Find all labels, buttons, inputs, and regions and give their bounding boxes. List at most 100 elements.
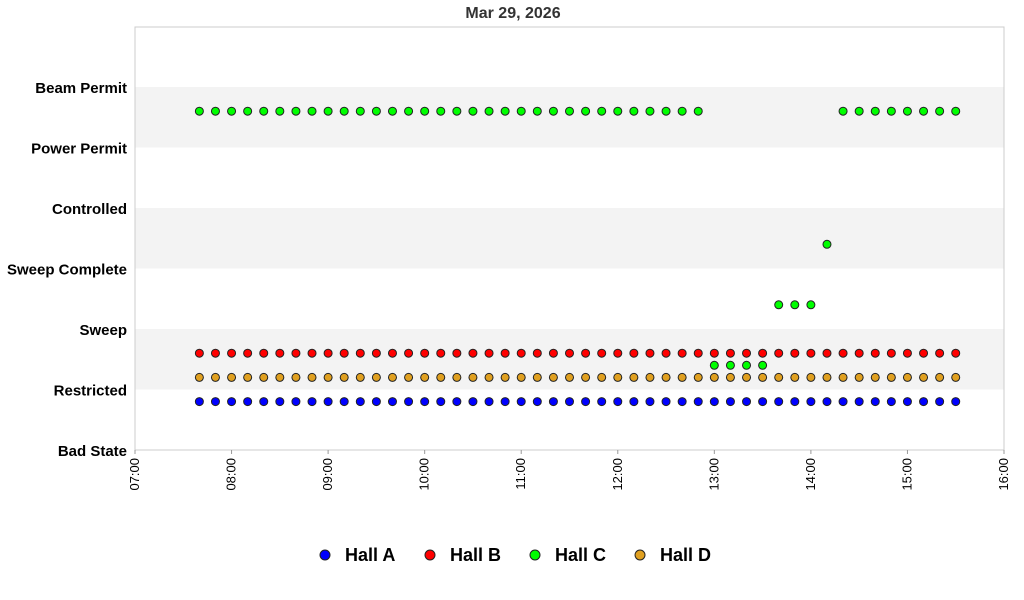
data-point <box>854 348 864 358</box>
data-point <box>227 372 237 382</box>
data-point <box>597 397 607 407</box>
data-point <box>742 360 752 370</box>
data-point <box>210 372 220 382</box>
data-point <box>194 397 204 407</box>
data-point <box>194 106 204 116</box>
data-points <box>194 106 961 407</box>
data-point <box>613 397 623 407</box>
data-point <box>661 106 671 116</box>
data-point <box>693 372 703 382</box>
data-point <box>565 397 574 407</box>
data-point <box>725 348 735 358</box>
y-label: Sweep Complete <box>7 262 127 279</box>
data-point <box>468 397 478 407</box>
data-point <box>774 372 784 382</box>
y-label: Bad State <box>58 443 127 460</box>
data-point <box>259 106 269 116</box>
data-point <box>484 372 494 382</box>
data-point <box>371 372 381 382</box>
data-point <box>307 106 317 116</box>
data-point <box>581 372 591 382</box>
data-point <box>243 372 253 382</box>
data-point <box>838 106 848 116</box>
data-point <box>548 106 558 116</box>
data-point <box>854 106 864 116</box>
data-point <box>870 372 880 382</box>
data-point <box>339 372 349 382</box>
data-point <box>259 372 269 382</box>
data-point <box>532 372 542 382</box>
data-point <box>210 106 220 116</box>
data-point <box>371 348 381 358</box>
data-point <box>565 106 574 116</box>
data-point <box>677 372 687 382</box>
data-point <box>404 348 414 358</box>
data-point <box>902 348 912 358</box>
data-point <box>790 300 800 310</box>
data-point <box>581 397 591 407</box>
data-point <box>806 397 816 407</box>
data-point <box>355 372 365 382</box>
data-point <box>613 372 623 382</box>
band-6 <box>135 27 1004 87</box>
data-point <box>484 106 494 116</box>
data-point <box>259 348 269 358</box>
chart-title: Mar 29, 2026 <box>465 5 560 22</box>
data-point <box>919 397 929 407</box>
x-tick-label: 10:00 <box>417 458 432 491</box>
data-point <box>210 348 220 358</box>
data-point <box>822 372 832 382</box>
x-tick-label: 09:00 <box>320 458 335 491</box>
data-point <box>935 106 945 116</box>
data-point <box>581 348 591 358</box>
x-tick-label: 14:00 <box>803 458 818 491</box>
data-point <box>323 348 333 358</box>
data-point <box>291 106 301 116</box>
x-tick-label: 13:00 <box>706 458 721 491</box>
data-point <box>790 372 800 382</box>
data-point <box>838 397 848 407</box>
data-point <box>371 106 381 116</box>
data-point <box>645 372 655 382</box>
data-point <box>532 348 542 358</box>
data-point <box>259 397 269 407</box>
data-point <box>902 372 912 382</box>
data-point <box>323 397 333 407</box>
data-point <box>597 348 607 358</box>
data-point <box>548 372 558 382</box>
data-point <box>404 106 414 116</box>
data-point <box>886 348 896 358</box>
band-5 <box>135 87 1004 148</box>
data-point <box>886 372 896 382</box>
data-point <box>307 348 317 358</box>
data-point <box>886 106 896 116</box>
data-point <box>935 372 945 382</box>
data-point <box>629 397 639 407</box>
data-point <box>500 106 510 116</box>
data-point <box>548 397 558 407</box>
data-point <box>275 106 285 116</box>
data-point <box>565 372 574 382</box>
data-point <box>806 372 816 382</box>
data-point <box>291 372 301 382</box>
data-point <box>645 348 655 358</box>
data-point <box>323 106 333 116</box>
data-point <box>452 372 462 382</box>
data-point <box>806 348 816 358</box>
data-point <box>661 397 671 407</box>
data-point <box>484 397 494 407</box>
data-point <box>725 372 735 382</box>
x-tick-label: 15:00 <box>899 458 914 491</box>
data-point <box>919 106 929 116</box>
data-point <box>870 348 880 358</box>
x-axis-ticks: 07:00 08:00 09:00 10:00 11:00 12:00 13:00 14:00… <box>127 450 1011 491</box>
data-point <box>339 397 349 407</box>
y-label: Restricted <box>54 383 127 400</box>
data-point <box>870 106 880 116</box>
data-point <box>355 397 365 407</box>
data-point <box>758 360 768 370</box>
data-point <box>758 372 768 382</box>
y-label: Beam Permit <box>35 80 127 97</box>
data-point <box>758 348 768 358</box>
data-point <box>742 348 752 358</box>
